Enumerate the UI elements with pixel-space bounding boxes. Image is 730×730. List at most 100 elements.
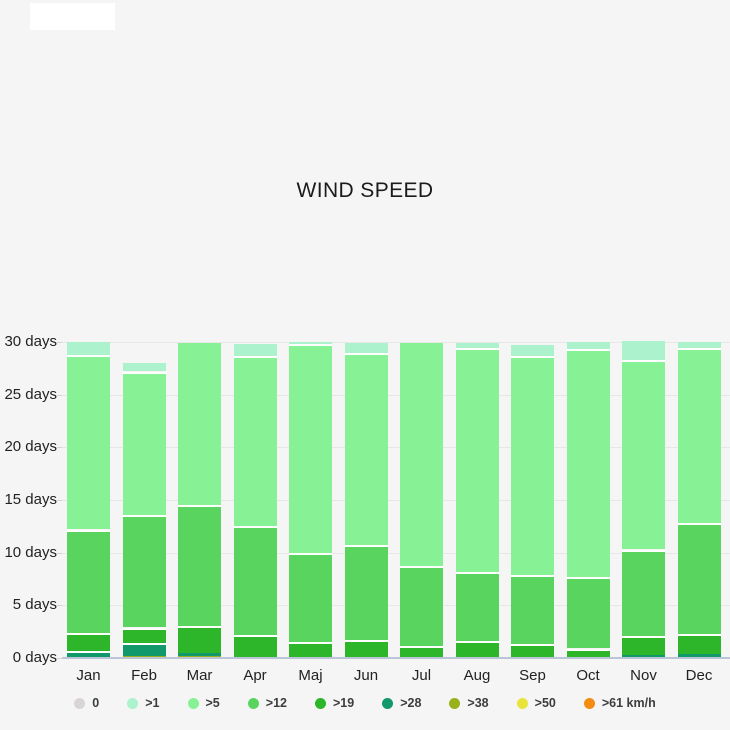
legend-item-50: >50: [516, 696, 556, 710]
bar-jan-segment-gt12: [67, 529, 110, 633]
legend-item-28: >28: [382, 696, 421, 710]
bar-jun-segment-gt12: [345, 545, 388, 641]
bar-mar-segment-gt19: [178, 626, 221, 654]
legend-label: >61 km/h: [601, 696, 656, 710]
y-axis-tick: [57, 553, 62, 554]
legend-dot-icon: [516, 697, 528, 709]
y-axis-label-20-days: 20 days: [4, 438, 57, 455]
x-axis-label-nov: Nov: [630, 667, 657, 684]
legend-dot-icon: [382, 697, 394, 709]
bar-aug-segment-gt12: [456, 571, 499, 642]
bar-mar-segment-gt28: [178, 653, 221, 656]
bar-jun-segment-gt1: [345, 343, 388, 353]
y-axis-label-0-days: 0 days: [12, 649, 57, 666]
bar-feb-segment-gt5: [123, 371, 166, 515]
legend-item-38: >38: [449, 696, 489, 710]
y-axis-label-10-days: 10 days: [4, 544, 57, 561]
x-axis-label-dec: Dec: [685, 667, 713, 684]
bar-nov-segment-gt12: [622, 549, 665, 636]
legend-item-12: >12: [247, 696, 287, 710]
top-left-white-patch: [30, 3, 115, 30]
legend-item-61km-h: >61 km/h: [583, 696, 656, 710]
legend-label: >38: [467, 696, 489, 710]
bar-jun-segment-gt5: [345, 352, 388, 546]
bar-dec-segment-gt5: [678, 348, 721, 524]
y-axis-tick: [57, 500, 62, 501]
bar-aug-segment-gt5: [456, 348, 499, 572]
bar-maj-segment-gt1: [289, 342, 332, 345]
bar-apr-segment-gt12: [234, 526, 277, 635]
legend-dot-icon: [314, 697, 326, 709]
bar-nov-segment-gt5: [622, 359, 665, 550]
gridline-5-days: [62, 605, 730, 606]
bar-jan-segment-gt5: [67, 354, 110, 530]
gridline-25-days: [62, 395, 730, 396]
bar-apr-segment-gt19: [234, 634, 277, 658]
y-axis-label-25-days: 25 days: [4, 386, 57, 403]
bar-oct-segment-gt1: [567, 342, 610, 350]
legend-item-0: 0: [74, 696, 99, 710]
y-axis-label-5-days: 5 days: [12, 596, 57, 613]
legend-item-1: >1: [127, 696, 160, 710]
bar-nov-segment-gt1: [622, 340, 665, 360]
legend-item-5: >5: [187, 696, 220, 710]
bar-maj-segment-gt5: [289, 344, 332, 553]
gridline-15-days: [62, 500, 730, 501]
bar-aug-segment-gt1: [456, 343, 499, 349]
legend-dot-icon: [127, 697, 139, 709]
bar-mar-segment-gt38: [178, 655, 221, 658]
legend-label: >1: [145, 696, 160, 710]
y-axis-label-15-days: 15 days: [4, 491, 57, 508]
legend-item-19: >19: [314, 696, 355, 710]
y-axis-tick: [57, 447, 62, 448]
gridline-20-days: [62, 447, 730, 448]
bar-feb-segment-gt12: [123, 514, 166, 628]
gridline-10-days: [62, 553, 730, 554]
y-axis-tick: [57, 658, 62, 659]
bar-oct-segment-gt19: [567, 648, 610, 658]
chart-title: WIND SPEED: [296, 179, 434, 202]
bar-sep-segment-gt5: [511, 355, 554, 575]
bar-sep-segment-gt1: [511, 345, 554, 356]
x-axis-label-aug: Aug: [463, 667, 491, 684]
legend-label: >19: [332, 696, 355, 710]
bar-jan-segment-gt1: [67, 342, 110, 355]
legend-label: >50: [534, 696, 556, 710]
bar-jul-segment-gt5: [400, 343, 443, 567]
bar-oct-segment-gt12: [567, 576, 610, 649]
bar-mar-segment-gt12: [178, 505, 221, 627]
bar-jun-segment-gt19: [345, 640, 388, 658]
legend-label: >28: [400, 696, 422, 710]
x-axis-label-apr: Apr: [243, 667, 267, 684]
bar-maj-segment-gt12: [289, 552, 332, 643]
x-axis-label-jun: Jun: [353, 667, 379, 684]
bar-jul-segment-gt12: [400, 566, 443, 647]
legend-dot-icon: [449, 697, 461, 709]
x-axis-label-sep: Sep: [519, 667, 546, 684]
x-axis-label-jul: Jul: [411, 667, 432, 684]
bar-apr-segment-gt5: [234, 355, 277, 527]
bar-jan-segment-gt19: [67, 632, 110, 651]
legend-label: >12: [265, 696, 287, 710]
bar-nov-segment-gt19: [622, 635, 665, 655]
y-axis-label-30-days: 30 days: [4, 333, 57, 350]
bar-dec-segment-gt19: [678, 633, 721, 654]
bar-dec-segment-gt28: [678, 653, 721, 658]
x-axis-label-mar: Mar: [186, 667, 213, 684]
x-axis-label-jan: Jan: [76, 667, 101, 684]
bar-nov-segment-gt28: [622, 654, 665, 658]
x-axis-label-oct: Oct: [576, 667, 600, 684]
legend-dot-icon: [583, 697, 595, 709]
bar-jul-segment-gt19: [400, 646, 443, 658]
x-axis-line: [62, 657, 730, 659]
x-axis-label-feb: Feb: [131, 667, 157, 684]
bar-sep-segment-gt19: [511, 644, 554, 658]
y-axis-tick: [57, 605, 62, 606]
gridline-30-days: [62, 342, 730, 343]
bar-dec-segment-gt1: [678, 342, 721, 349]
bar-dec-segment-gt12: [678, 523, 721, 634]
bar-feb-segment-gt28: [123, 643, 166, 656]
bar-jan-segment-gt28: [67, 650, 110, 658]
y-axis-tick: [57, 342, 62, 343]
